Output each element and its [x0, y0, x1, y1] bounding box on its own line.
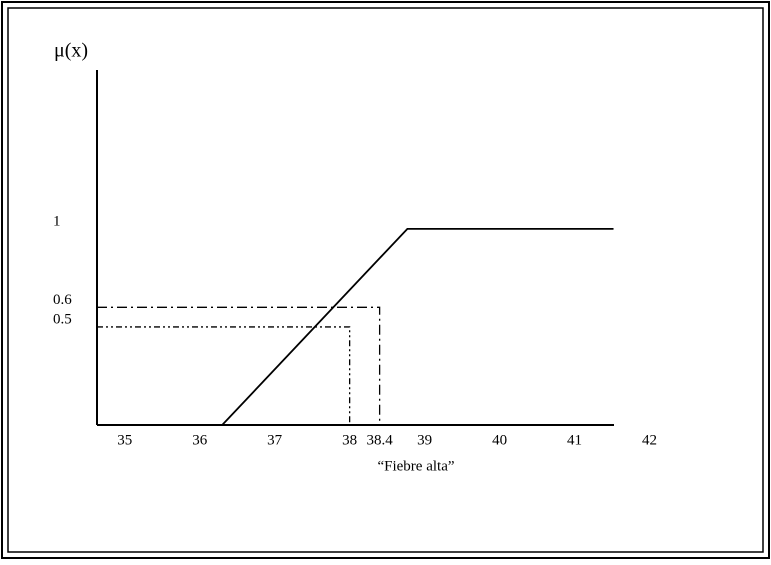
y-tick-label: 0.5 — [53, 311, 72, 327]
reference-line — [97, 326, 351, 425]
x-tick-label: 40 — [492, 432, 507, 448]
inner-frame — [7, 7, 764, 553]
y-tick-label: 1 — [53, 213, 61, 229]
x-axis-label: “Fiebre alta” — [377, 458, 454, 474]
x-tick-label: 35 — [117, 432, 132, 448]
reference-line — [97, 306, 381, 425]
x-tick-label: 36 — [192, 432, 208, 448]
x-tick-label: 39 — [417, 432, 432, 448]
x-tick-label: 41 — [567, 432, 582, 448]
y-axis-label: μ(x) — [54, 40, 88, 62]
y-tick-label: 0.6 — [53, 292, 72, 308]
x-tick-label: 37 — [267, 432, 283, 448]
membership-line — [97, 227, 614, 426]
x-tick-label: 42 — [642, 432, 657, 448]
x-tick-label: 38.4 — [367, 432, 394, 448]
x-tick-label: 38 — [342, 432, 357, 448]
